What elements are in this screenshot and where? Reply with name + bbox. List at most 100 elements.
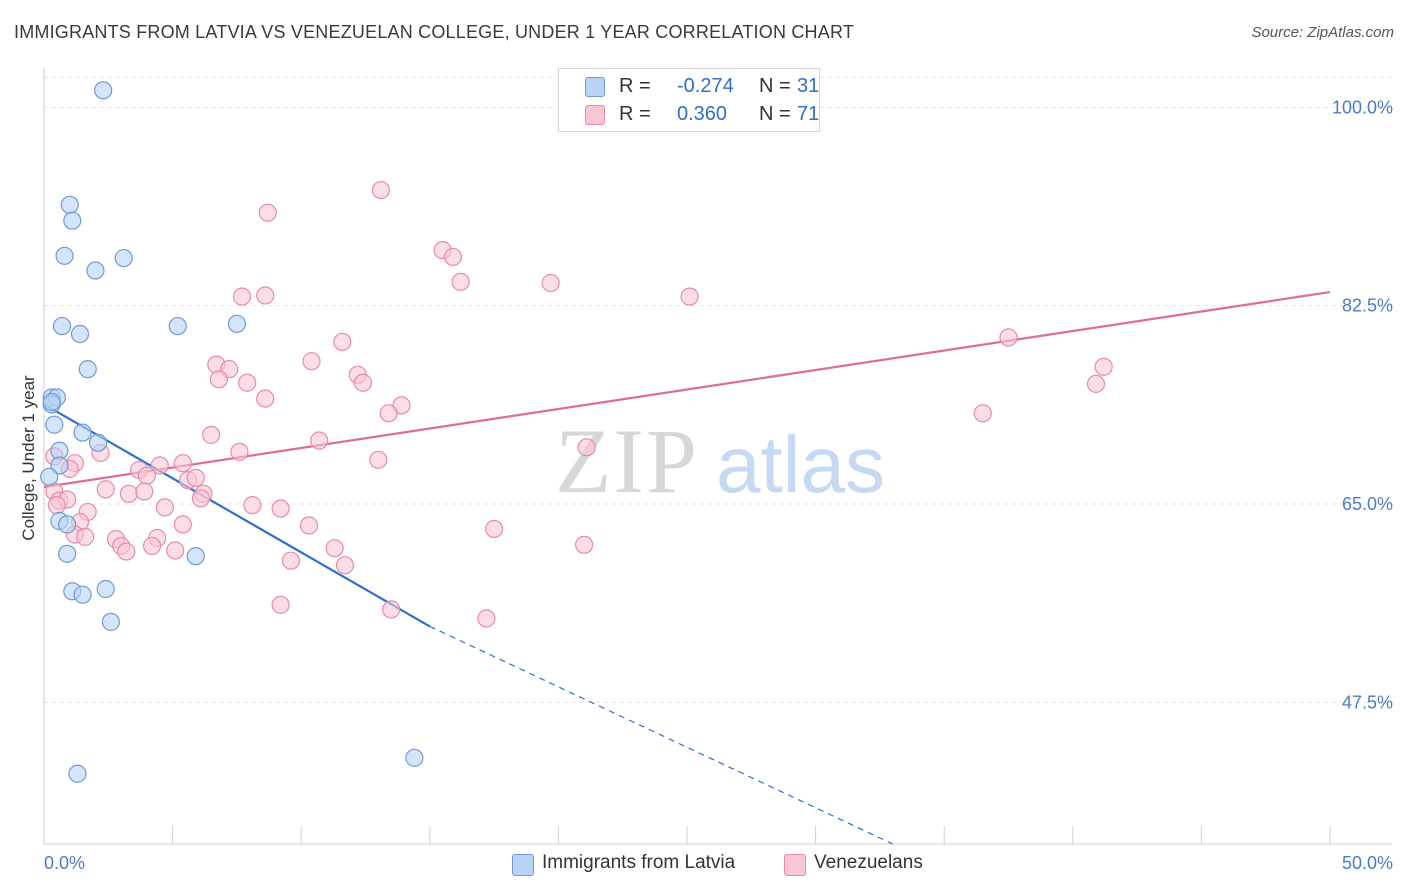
- chart-title: IMMIGRANTS FROM LATVIA VS VENEZUELAN COL…: [14, 22, 855, 42]
- y-axis-label: College, Under 1 year: [19, 375, 38, 541]
- venezuela-point: [173, 515, 192, 534]
- venezuela-point: [76, 527, 95, 546]
- venezuela-point: [333, 332, 352, 352]
- venezuela-point: [299, 516, 319, 535]
- x-tick-label: 50.0%: [1342, 853, 1393, 873]
- venezuela-point: [232, 287, 252, 306]
- legend-n-label: N =: [759, 75, 791, 97]
- venezuela-point: [451, 272, 470, 291]
- venezuela-point: [191, 489, 210, 508]
- venezuela-point: [680, 287, 699, 306]
- latvia-point: [55, 246, 74, 265]
- legend-r-label: R =: [619, 103, 651, 125]
- y-tick-label: 65.0%: [1342, 494, 1393, 514]
- legend-n-label: N =: [759, 103, 791, 125]
- venezuela-point: [999, 328, 1018, 347]
- venezuela-point: [186, 468, 205, 488]
- venezuela-point: [1086, 374, 1106, 393]
- latvia-point: [78, 360, 97, 379]
- venezuela-point: [477, 609, 496, 628]
- venezuela-point: [485, 519, 504, 539]
- legend-n-value: 31: [797, 75, 820, 97]
- latvia-point: [52, 316, 72, 336]
- venezuela-point: [973, 404, 992, 423]
- venezuela-point: [166, 541, 185, 560]
- legend-r-label: R =: [619, 75, 651, 97]
- venezuela-point: [443, 247, 463, 267]
- latvia-point: [73, 585, 92, 604]
- venezuela-point: [271, 499, 290, 518]
- venezuela-point: [302, 352, 321, 371]
- latvia-trend-line: [43, 403, 431, 628]
- trend-lines: [43, 290, 1331, 845]
- latvia-point: [58, 544, 77, 563]
- legend-r-value: -0.274: [677, 75, 734, 97]
- watermark-zip: ZIP: [555, 410, 699, 512]
- legend-r-value: 0.360: [677, 103, 728, 125]
- venezuela-point: [119, 484, 138, 503]
- venezuela-trend-line: [43, 290, 1331, 489]
- venezuela-point: [353, 373, 373, 392]
- venezuela-point: [142, 536, 162, 556]
- venezuela-point: [117, 542, 136, 561]
- latvia-point: [68, 764, 87, 783]
- bottom-legend-swatch-latvia: [512, 854, 534, 876]
- y-tick-label: 82.5%: [1342, 296, 1393, 316]
- legend-swatch-latvia: [585, 77, 605, 97]
- venezuela-point: [256, 286, 275, 305]
- bottom-legend-label-venezuela: Venezuelans: [814, 852, 923, 873]
- latvia-point: [42, 392, 61, 412]
- latvia-point: [73, 423, 92, 442]
- venezuela-point: [256, 389, 275, 408]
- latvia-point: [227, 314, 246, 333]
- venezuela-point: [47, 496, 66, 515]
- venezuela-point: [202, 425, 221, 444]
- venezuela-point: [209, 370, 228, 389]
- legend-n-value: 71: [797, 103, 820, 125]
- venezuela-point: [371, 180, 391, 200]
- latvia-point: [60, 195, 79, 214]
- bottom-legend-label-latvia: Immigrants from Latvia: [542, 852, 736, 873]
- bottom-legend-swatch-venezuela: [784, 854, 806, 876]
- venezuela-point: [575, 535, 594, 554]
- venezuela-point: [135, 482, 154, 501]
- venezuela-point: [137, 466, 156, 485]
- axis-ticks: 100.0% 82.5% 65.0% 47.5% 0.0% 50.0%: [44, 97, 1393, 873]
- latvia-point: [70, 324, 90, 344]
- axes: [43, 68, 1392, 845]
- correlation-legend: R = -0.274 N = 31 R = 0.360 N = 71: [558, 68, 820, 132]
- latvia-point: [50, 456, 69, 475]
- latvia-point: [96, 579, 115, 599]
- legend-swatch-venezuela: [585, 105, 605, 125]
- latvia-point: [101, 612, 120, 631]
- venezuela-point: [369, 450, 388, 469]
- venezuela-point: [230, 442, 249, 461]
- latvia-point: [88, 433, 108, 452]
- venezuela-point: [96, 480, 115, 499]
- venezuela-point: [325, 539, 344, 558]
- latvia-point: [86, 261, 105, 280]
- latvia-point: [40, 467, 59, 486]
- venezuela-point: [335, 556, 355, 575]
- latvia-point: [45, 415, 64, 434]
- latvia-point: [405, 748, 424, 767]
- source-label: Source: ZipAtlas.com: [1251, 24, 1394, 41]
- latvia-trend-extension: [429, 625, 894, 845]
- latvia-point: [94, 81, 113, 100]
- watermark-atlas: atlas: [716, 420, 885, 509]
- venezuela-point: [281, 551, 301, 570]
- venezuela-point: [155, 498, 174, 517]
- venezuela-point: [310, 431, 329, 450]
- y-tick-label: 47.5%: [1342, 692, 1393, 712]
- venezuela-point: [243, 496, 262, 515]
- y-tick-label: 100.0%: [1332, 97, 1393, 117]
- venezuela-point: [238, 373, 257, 392]
- venezuela-point: [577, 438, 596, 457]
- data-points: [40, 81, 1113, 783]
- watermark: ZIP atlas: [555, 410, 885, 512]
- venezuela-point: [150, 456, 169, 475]
- venezuela-point: [541, 273, 560, 293]
- venezuela-point: [258, 203, 277, 222]
- latvia-point: [114, 248, 133, 268]
